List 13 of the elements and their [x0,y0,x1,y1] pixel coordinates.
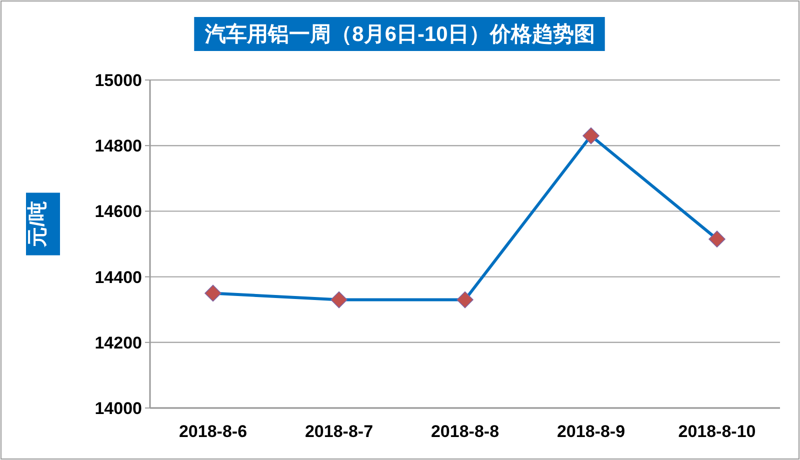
y-axis-title: 元/吨 [27,201,49,248]
x-tick-label: 2018-8-8 [430,422,500,441]
x-tick-label: 2018-8-6 [178,422,248,441]
y-tick-label: 14400 [94,268,142,287]
chart-title: 汽车用铝一周（8月6日-10日）价格趋势图 [204,22,595,46]
x-tick-label: 2018-8-10 [678,422,756,441]
y-tick-label: 14600 [94,202,142,222]
y-tick-label: 14200 [94,333,142,352]
y-tick-label: 14800 [94,136,142,156]
x-tick-label: 2018-8-7 [304,422,374,441]
x-tick-label: 2018-8-9 [556,422,626,441]
y-tick-label: 15000 [94,71,142,90]
y-tick-label: 14000 [94,399,142,418]
